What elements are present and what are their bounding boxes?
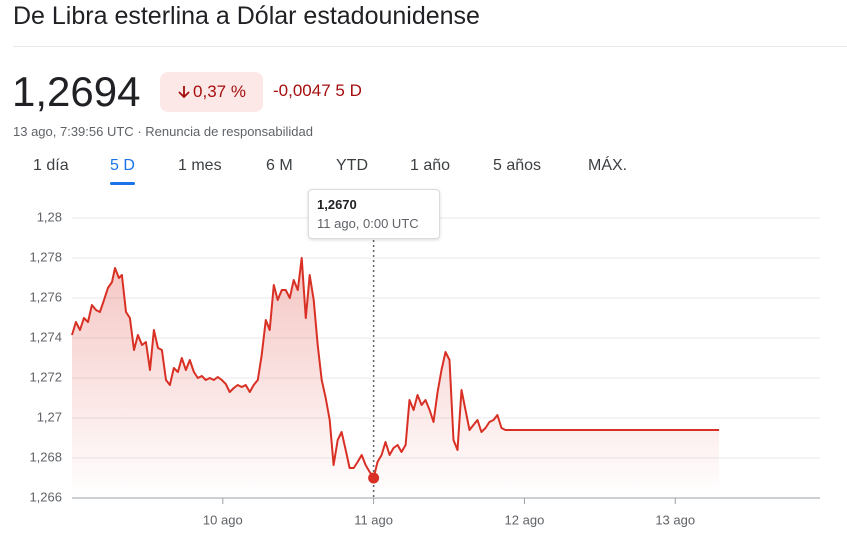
- title: De Libra esterlina a Dólar estadounidens…: [13, 2, 480, 30]
- range-tab[interactable]: MÁX.: [588, 157, 628, 174]
- y-tick-label: 1,276: [29, 289, 62, 304]
- change: -0,0047 5 D: [273, 81, 362, 101]
- y-tick-label: 1,272: [29, 369, 62, 384]
- x-tick-label: 12 ago: [505, 512, 545, 527]
- hover-point: [368, 472, 380, 484]
- tooltip-date: 11 ago, 0:00 UTC: [317, 216, 419, 231]
- separator: ·: [137, 124, 142, 139]
- divider: [13, 46, 847, 47]
- range-tab[interactable]: 1 día: [33, 157, 69, 174]
- change-period: 5 D: [335, 81, 362, 100]
- timestamp: 13 ago, 7:39:56 UTC: [13, 124, 134, 139]
- x-tick-label: 13 ago: [655, 512, 695, 527]
- change-value: -0,0047: [273, 81, 331, 100]
- down-arrow: [178, 86, 190, 99]
- range-tab[interactable]: 6 M: [266, 157, 293, 174]
- disclaimer-link[interactable]: Renuncia de responsabilidad: [145, 124, 313, 139]
- y-tick-label: 1,266: [29, 489, 62, 504]
- change-percent: 0,37 %: [193, 82, 246, 101]
- change-badge: 0,37 %: [160, 72, 263, 112]
- y-tick-label: 1,268: [29, 449, 62, 464]
- range-tab[interactable]: 1 mes: [178, 157, 222, 174]
- price-line: [71, 257, 720, 479]
- range-tab[interactable]: 5 años: [493, 157, 542, 174]
- x-tick-label: 11 ago: [354, 512, 393, 527]
- range-tab[interactable]: YTD: [336, 157, 368, 174]
- price: 1,2694: [12, 68, 141, 115]
- range-tab[interactable]: 1 año: [410, 157, 451, 174]
- y-tick-label: 1,27: [37, 409, 62, 424]
- area-fill: [72, 258, 720, 498]
- range-tab[interactable]: 5 D: [110, 157, 135, 185]
- tooltip-value: 1,2670: [317, 197, 357, 212]
- x-tick-label: 10 ago: [203, 512, 243, 527]
- tooltip: 1,2670 11 ago, 0:00 UTC: [308, 189, 440, 239]
- y-tick-label: 1,278: [29, 249, 62, 264]
- y-tick-label: 1,274: [29, 329, 62, 344]
- timestamp-row: 13 ago, 7:39:56 UTC · Renuncia de respon…: [13, 124, 313, 139]
- y-tick-label: 1,28: [37, 209, 62, 224]
